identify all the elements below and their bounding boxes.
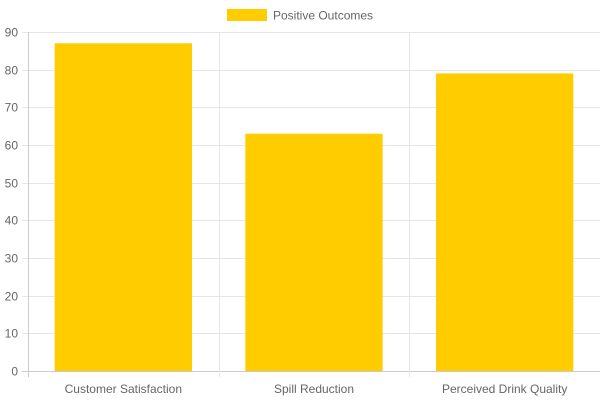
bar-customer-satisfaction — [54, 43, 192, 372]
x-axis-ticks: Customer Satisfaction Spill Reduction Perc… — [65, 382, 568, 396]
y-tick-label: 0 — [11, 365, 18, 379]
bars — [54, 43, 574, 372]
y-tick-label: 10 — [5, 327, 19, 341]
bar-spill-reduction — [245, 133, 383, 371]
legend: Positive Outcomes — [227, 9, 373, 23]
y-tick-label: 30 — [5, 252, 19, 266]
x-tick-label: Spill Reduction — [274, 382, 354, 396]
legend-swatch-positive-outcomes — [227, 9, 267, 21]
x-tick-label: Perceived Drink Quality — [442, 382, 567, 396]
y-axis-ticks: 0 10 20 30 40 50 60 70 80 90 — [5, 26, 19, 379]
y-tick-label: 20 — [5, 290, 19, 304]
y-tick-label: 50 — [5, 177, 19, 191]
y-tick-label: 80 — [5, 64, 19, 78]
y-tick-label: 60 — [5, 139, 19, 153]
y-tick-label: 70 — [5, 101, 19, 115]
bar-perceived-drink-quality — [436, 73, 574, 371]
x-tick-label: Customer Satisfaction — [65, 382, 182, 396]
y-tick-label: 40 — [5, 214, 19, 228]
y-tick-label: 90 — [5, 26, 19, 40]
legend-label-positive-outcomes: Positive Outcomes — [273, 9, 373, 23]
